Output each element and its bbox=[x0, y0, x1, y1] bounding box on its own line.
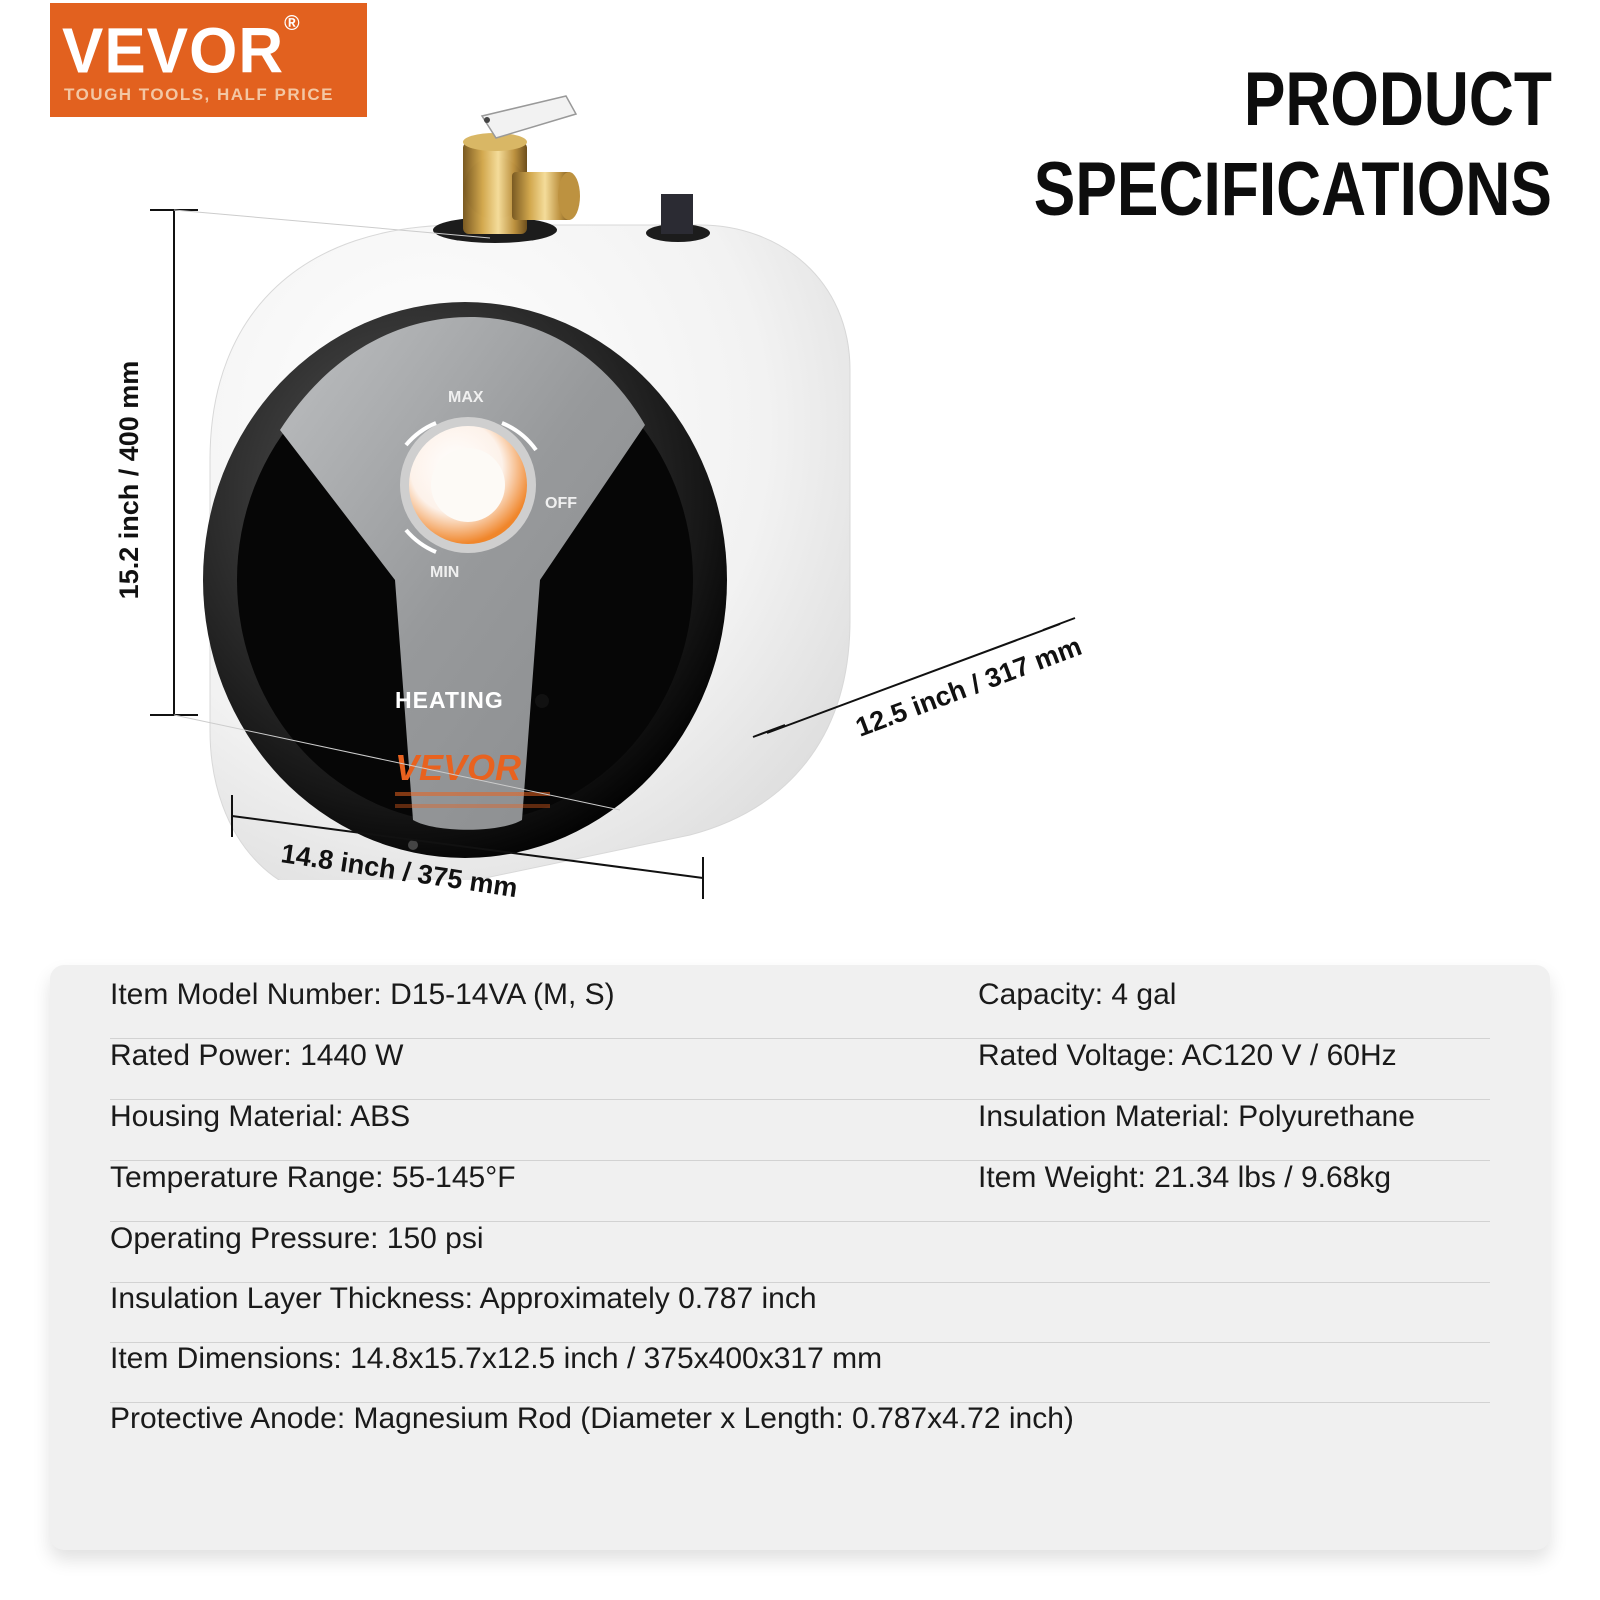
svg-text:12.5 inch / 317 mm: 12.5 inch / 317 mm bbox=[852, 631, 1086, 743]
svg-text:15.2 inch / 400 mm: 15.2 inch / 400 mm bbox=[114, 361, 144, 600]
svg-text:14.8 inch / 375 mm: 14.8 inch / 375 mm bbox=[279, 838, 519, 903]
